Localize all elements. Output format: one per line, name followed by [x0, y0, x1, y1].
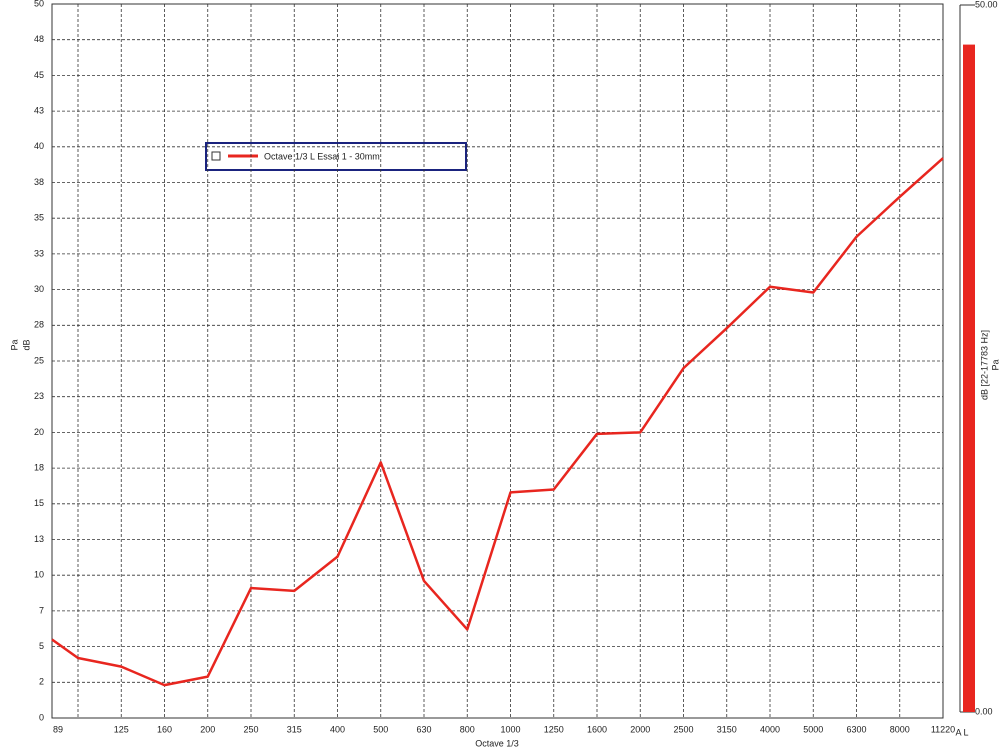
meter-label: A L: [955, 727, 968, 737]
x-tick-label: 250: [243, 724, 258, 734]
x-tick-label: 200: [200, 724, 215, 734]
y-tick-label: 10: [34, 570, 44, 580]
y-tick-label: 23: [34, 391, 44, 401]
legend-checkbox: [211, 151, 221, 161]
x-tick-label: 3150: [717, 724, 737, 734]
x-tick-label: 315: [287, 724, 302, 734]
x-axis-label: Octave 1/3: [475, 738, 519, 748]
x-tick-label: 5000: [803, 724, 823, 734]
y-tick-label: 30: [34, 284, 44, 294]
y-tick-label: 0: [39, 712, 44, 722]
x-tick-label: 2000: [630, 724, 650, 734]
y-tick-label: 28: [34, 320, 44, 330]
y-tick-label: 48: [34, 34, 44, 44]
x-tick-label: 8000: [890, 724, 910, 734]
data-line: [51, 157, 944, 687]
x-tick-label: 1600: [587, 724, 607, 734]
x-tick-label: 6300: [846, 724, 866, 734]
y-tick-label: 2: [39, 677, 44, 687]
x-tick-label: 2500: [673, 724, 693, 734]
x-tick-label: 11220: [931, 724, 955, 734]
y-tick-label: 50: [34, 0, 44, 8]
meter-bar: [963, 44, 975, 713]
y-tick-label: 33: [34, 248, 44, 258]
x-tick-label: 1000: [500, 724, 520, 734]
x-tick-label: 800: [460, 724, 475, 734]
y-tick-label: 38: [34, 177, 44, 187]
y-axis-label: Pa: [9, 339, 19, 350]
y-tick-label: 43: [34, 105, 44, 115]
y-tick-label: 13: [34, 534, 44, 544]
y-tick-label: 7: [39, 605, 44, 615]
y-tick-label: 25: [34, 355, 44, 365]
y-tick-label: 40: [34, 141, 44, 151]
y-tick-label: 20: [34, 427, 44, 437]
x-tick-label: 1250: [544, 724, 564, 734]
meter-tick-label: 0.00: [975, 706, 993, 716]
x-tick-label: 4000: [760, 724, 780, 734]
meter-tick-label: 50.00: [975, 0, 998, 9]
meter-axis-label: Pa: [990, 359, 1000, 370]
x-tick-label: 500: [373, 724, 388, 734]
y-tick-label: 5: [39, 641, 44, 651]
legend: Octave 1/3 L Essai 1 - 30mm: [205, 142, 467, 171]
x-tick-label: 89: [53, 724, 63, 734]
x-tick-label: 125: [114, 724, 129, 734]
meter-axis-label: dB [22-17783 Hz]: [979, 330, 989, 400]
y-axis-label: dB: [21, 339, 31, 350]
y-tick-label: 45: [34, 70, 44, 80]
x-tick-label: 160: [157, 724, 172, 734]
y-tick-label: 15: [34, 498, 44, 508]
x-tick-label: 400: [330, 724, 345, 734]
legend-label: Octave 1/3 L Essai 1 - 30mm: [264, 151, 380, 161]
x-tick-label: 630: [416, 724, 431, 734]
y-tick-label: 35: [34, 213, 44, 223]
y-tick-label: 18: [34, 462, 44, 472]
